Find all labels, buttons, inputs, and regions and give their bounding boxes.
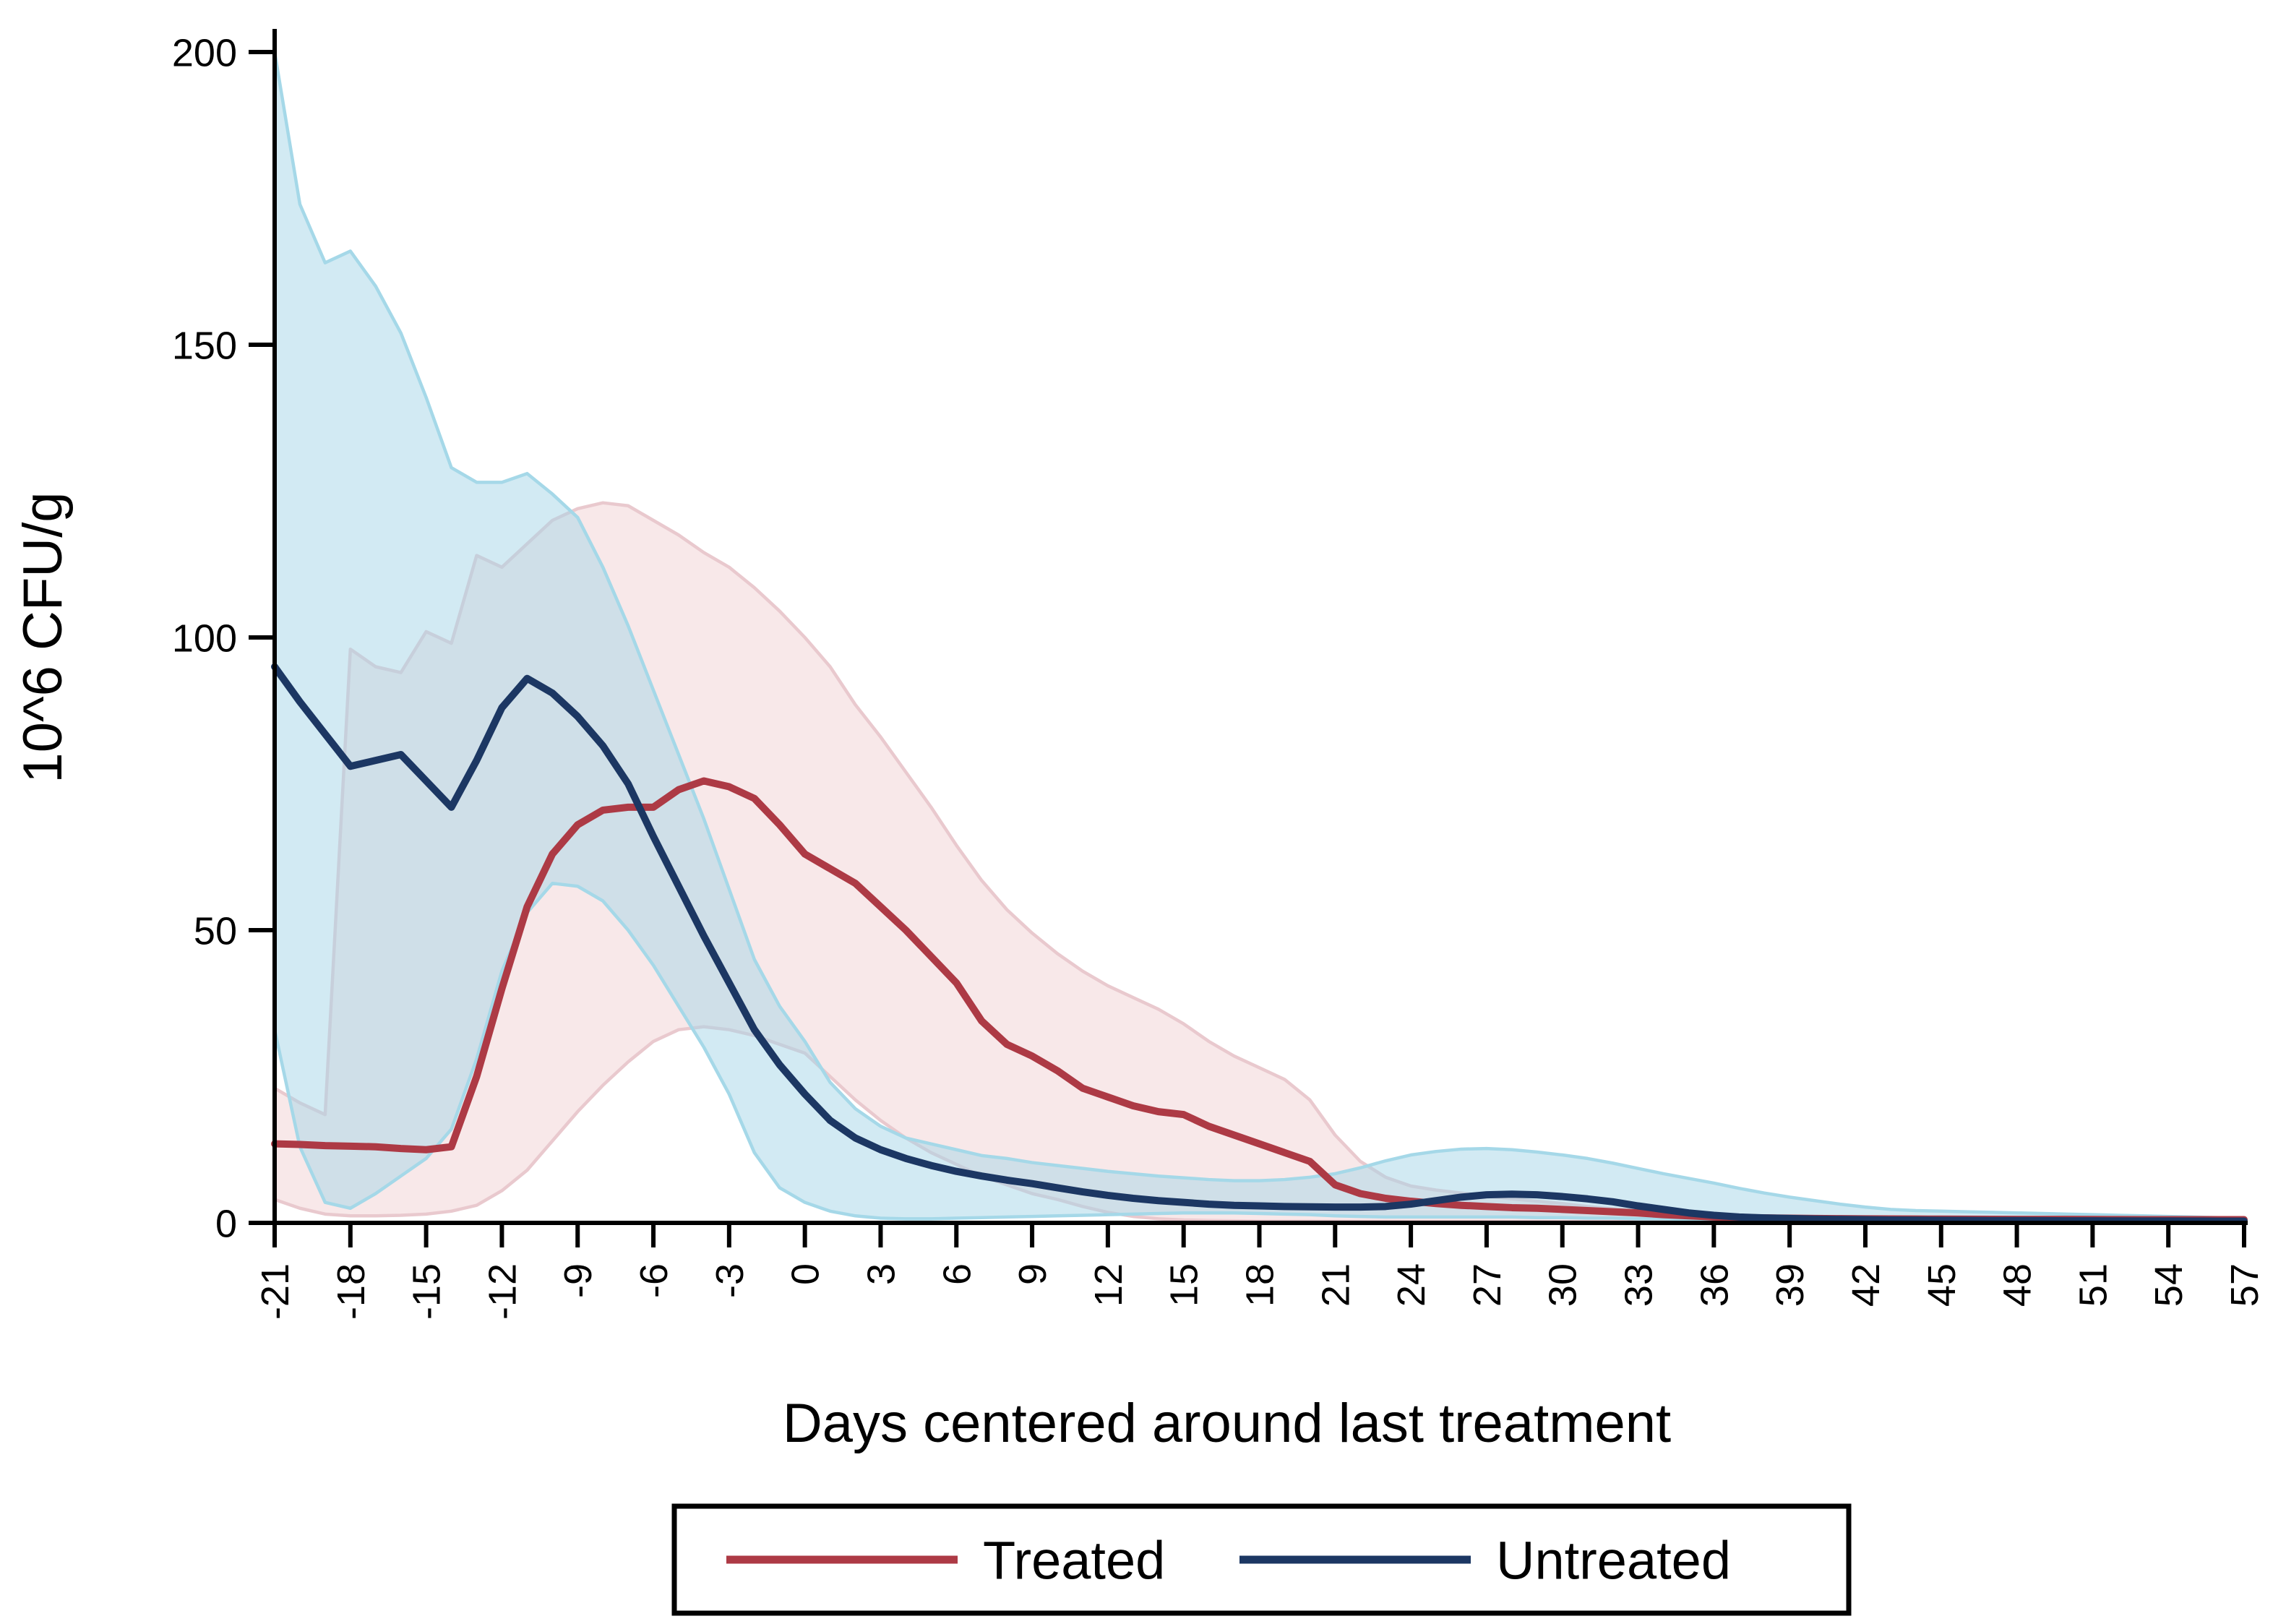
y-axis-title: 10^6 CFU/g	[12, 491, 74, 783]
y-tick-label: 0	[215, 1202, 237, 1245]
x-tick-label: 42	[1844, 1263, 1888, 1307]
x-tick-label: 30	[1542, 1263, 1585, 1307]
legend-label-treated: Treated	[983, 1531, 1165, 1591]
x-tick-label: 39	[1769, 1263, 1812, 1307]
x-tick-label: 9	[1011, 1263, 1054, 1285]
y-tick-label: 150	[172, 324, 237, 367]
x-tick-label: -3	[708, 1263, 752, 1298]
x-tick-label: 15	[1163, 1263, 1206, 1307]
x-tick-label: 48	[1996, 1263, 2040, 1307]
x-tick-label: 27	[1466, 1263, 1509, 1307]
y-tick-group: 0 50 100 150 200	[172, 31, 275, 1245]
y-tick-label: 50	[194, 909, 237, 953]
x-tick-label: -15	[405, 1263, 449, 1320]
legend: Treated Untreated	[671, 1503, 1852, 1616]
x-tick-label: 51	[2071, 1263, 2115, 1307]
x-axis-title: Days centered around last treatment	[783, 1393, 1671, 1454]
x-tick-group: -21 -18 -15 -12 -9 -6 -3 0 3 6 9 12 15 18 21 24 27 30 33 36…	[254, 1223, 2266, 1320]
untreated-mean-line	[271, 663, 2248, 1225]
x-tick-label: 57	[2223, 1263, 2266, 1307]
x-tick-label: 6	[935, 1263, 979, 1285]
x-tick-label: 33	[1617, 1263, 1661, 1307]
x-tick-label: 3	[859, 1263, 903, 1285]
x-tick-label: 36	[1693, 1263, 1736, 1307]
x-tick-label: -6	[632, 1263, 676, 1298]
x-tick-label: 18	[1239, 1263, 1282, 1307]
x-tick-label: 21	[1314, 1263, 1357, 1307]
untreated-band-upper-edge	[272, 51, 2245, 1220]
x-tick-label: -18	[330, 1263, 373, 1320]
x-tick-label: 0	[784, 1263, 828, 1285]
x-tick-label: 24	[1390, 1263, 1433, 1307]
x-tick-label: -12	[481, 1263, 524, 1320]
legend-label-untreated: Untreated	[1496, 1531, 1731, 1591]
x-tick-label: -9	[557, 1263, 600, 1298]
x-tick-label: 45	[1920, 1263, 1964, 1307]
treated-confidence-band	[275, 502, 2244, 1222]
y-tick-label: 200	[172, 31, 237, 74]
y-tick-label: 100	[172, 616, 237, 660]
x-tick-label: 12	[1087, 1263, 1130, 1307]
x-tick-label: 54	[2147, 1263, 2191, 1307]
x-tick-label: -21	[254, 1263, 297, 1320]
